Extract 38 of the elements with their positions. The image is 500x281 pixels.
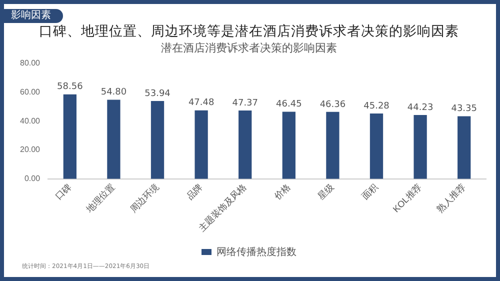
text: 47.37 bbox=[232, 98, 258, 108]
text: 43.35 bbox=[451, 104, 477, 114]
text: 58.56 bbox=[57, 82, 83, 92]
bar bbox=[370, 113, 384, 179]
bar bbox=[458, 116, 471, 179]
y-tick-label: 20.00 bbox=[20, 145, 41, 154]
text: 54.80 bbox=[100, 88, 127, 98]
bar bbox=[282, 112, 296, 179]
chart-title: 口碑、地理位置、周边环境等是潜在酒店消费诉求者决策的影响因素 bbox=[39, 24, 459, 40]
x-tick-label: 熟人推荐 bbox=[434, 182, 468, 214]
bar bbox=[326, 112, 340, 179]
y-tick-label: 0.00 bbox=[24, 174, 41, 184]
bar bbox=[238, 110, 252, 179]
legend-label: 网络传播热度指数 bbox=[216, 246, 296, 258]
x-tick-label: 星级 bbox=[316, 182, 336, 202]
text: 44.23 bbox=[407, 102, 434, 113]
text: 46.36 bbox=[320, 100, 346, 110]
x-tick-label: 地理位置 bbox=[84, 182, 117, 215]
text: 53.94 bbox=[144, 88, 170, 99]
x-tick-label: 价格 bbox=[272, 182, 292, 202]
y-tick-label: 60.00 bbox=[20, 87, 41, 96]
chart-subtitle: 潜在酒店消费诉求者决策的影响因素 bbox=[161, 42, 337, 55]
text: 46.45 bbox=[276, 100, 302, 110]
x-tick-label: 品牌 bbox=[184, 182, 204, 202]
x-tick-label: KOL推荐 bbox=[390, 182, 424, 214]
bar bbox=[414, 115, 427, 179]
text: 45.28 bbox=[364, 101, 390, 112]
x-tick-label: 口碑 bbox=[53, 182, 74, 202]
bar bbox=[63, 94, 76, 179]
y-tick-label: 80.00 bbox=[20, 58, 41, 68]
x-tick-label: 面积 bbox=[360, 182, 380, 202]
bar bbox=[107, 100, 120, 179]
y-tick-label: 40.00 bbox=[20, 116, 41, 126]
bar bbox=[150, 100, 164, 179]
text: 影响因素 bbox=[4, 9, 63, 23]
bar bbox=[194, 110, 208, 179]
text: 47.48 bbox=[188, 98, 214, 108]
x-tick-label: 周边环境 bbox=[128, 182, 161, 214]
